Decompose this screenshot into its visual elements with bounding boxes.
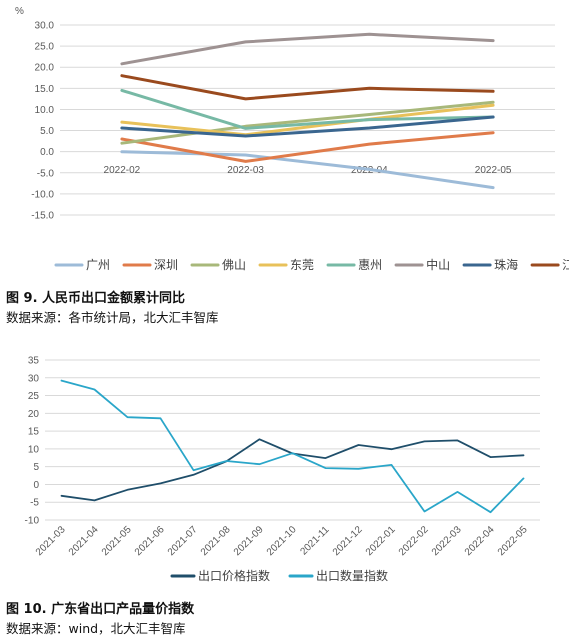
y-tick-label: 20 (28, 409, 40, 420)
legend-label: 东莞 (290, 258, 314, 272)
legend-label: 江门 (562, 257, 569, 272)
legend-label: 佛山 (222, 258, 246, 272)
export-amount-chart: % 30.0 25.0 20.0 15.0 10.0 5.0 0.0 -5.0 -10.0 -15… (15, 6, 569, 272)
y-tick-label: 20.0 (35, 63, 55, 74)
x-tick-label: 2021-09 (232, 524, 266, 558)
y-tick-label: 35 (28, 356, 40, 367)
y-tick-label: 10 (28, 444, 40, 455)
series-line-1 (120, 150, 495, 190)
x-tick-label: 2022-05 (496, 524, 530, 558)
y-tick-label: -10.0 (31, 189, 54, 200)
legend-label: 出口价格指数 (198, 568, 270, 583)
y-tick-label: 25 (28, 391, 40, 402)
x-tick-label: 2022-04 (463, 524, 497, 558)
legend-label: 深圳 (154, 258, 178, 272)
series-line-2 (120, 131, 495, 163)
legend-label: 珠海 (494, 257, 518, 272)
series-line-2 (60, 379, 525, 514)
y-tick-label: 0 (33, 480, 39, 491)
series-line-3 (120, 100, 495, 145)
chart1-legend: 广州 深圳 佛山 东莞 惠州 中山 珠海 江门 (54, 257, 569, 272)
y-tick-label: 5.0 (40, 126, 54, 137)
x-tick-label: 2022-03 (430, 524, 464, 558)
x-tick-label: 2021-05 (100, 524, 134, 558)
series-line-4 (120, 103, 495, 137)
x-tick-label: 2022-03 (227, 165, 264, 176)
x-tick-label: 2021-12 (331, 524, 365, 558)
y-tick-label: 10.0 (35, 105, 55, 116)
y-tick-label: 5 (33, 462, 39, 473)
legend-label: 中山 (426, 257, 450, 272)
series-line-6 (120, 32, 495, 66)
figure-9-caption: 图 9. 人民币出口金额累计同比 (6, 291, 186, 306)
chart2-grid (45, 359, 540, 521)
legend-label: 出口数量指数 (316, 568, 388, 583)
chart1-series-lines (120, 32, 495, 190)
y-tick-label: 15 (28, 427, 40, 438)
x-tick-label: 2021-08 (199, 524, 233, 558)
x-tick-label: 2021-10 (265, 524, 299, 558)
figure-10-caption: 图 10. 广东省出口产品量价指数 (6, 602, 195, 617)
x-tick-label: 2021-11 (298, 524, 332, 558)
x-tick-label: 2022-02 (104, 165, 141, 176)
chart1-xtick-labels: 2022-02 2022-03 2022-04 2022-05 (104, 165, 512, 176)
chart2-legend: 出口价格指数 出口数量指数 (170, 568, 388, 583)
y-tick-label: -5 (30, 498, 39, 509)
x-tick-label: 2021-04 (67, 524, 101, 558)
y-tick-label: -15.0 (31, 211, 54, 222)
series-line-5 (120, 88, 495, 130)
y-tick-label: 30 (28, 373, 40, 384)
x-tick-label: 2022-02 (397, 524, 431, 558)
figure-9-source: 数据来源：各市统计局，北大汇丰智库 (6, 310, 219, 325)
y-tick-label: -5.0 (37, 168, 55, 179)
figure-10-source: 数据来源：wind，北大汇丰智库 (6, 621, 186, 636)
x-tick-label: 2022-01 (364, 524, 398, 558)
legend-label: 惠州 (358, 258, 382, 272)
y-tick-label: 30.0 (35, 21, 55, 32)
chart2-series-lines (60, 379, 525, 514)
y-tick-label: 0.0 (40, 147, 54, 158)
y-tick-label: 25.0 (35, 42, 55, 53)
chart2-xtick-labels: 2021-03 2021-04 2021-05 2021-06 2021-07 2021-… (34, 524, 530, 558)
y-axis-unit-label: % (15, 6, 24, 17)
chart1-ytick-labels: 30.0 25.0 20.0 15.0 10.0 5.0 0.0 -5.0 -10.0 -15.0 (31, 21, 54, 222)
chart2-ytick-labels: 35 30 25 20 15 10 5 0 -5 -10 (25, 356, 40, 527)
series-line-8 (120, 74, 495, 101)
series-line-7 (120, 115, 495, 138)
x-tick-label: 2021-03 (34, 524, 68, 558)
y-tick-label: -10 (25, 516, 40, 527)
legend-label: 广州 (86, 258, 110, 272)
x-tick-label: 2022-05 (475, 165, 512, 176)
y-tick-label: 15.0 (35, 84, 55, 95)
x-tick-label: 2021-07 (166, 524, 200, 558)
x-tick-label: 2021-06 (133, 524, 167, 558)
